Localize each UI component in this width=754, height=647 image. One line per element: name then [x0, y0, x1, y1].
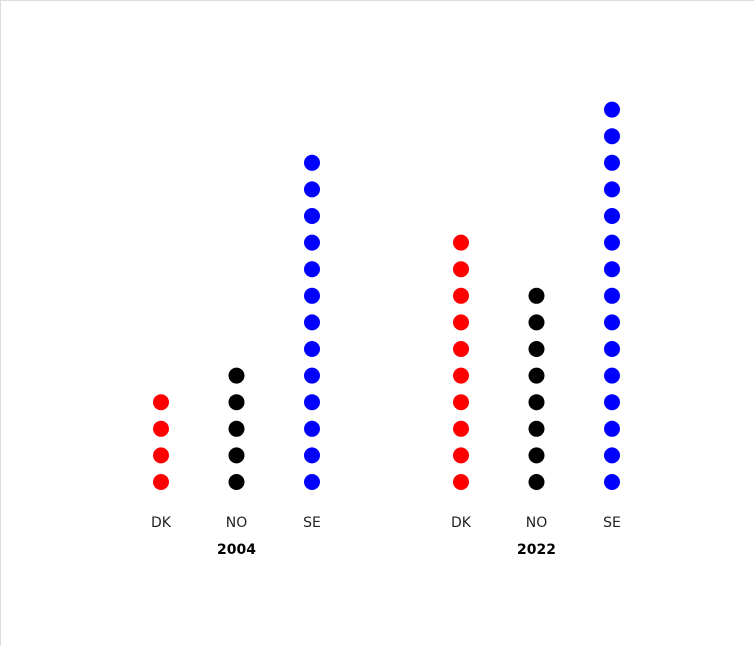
dot-2022-dk-5: [453, 367, 469, 384]
dot-2022-dk-6: [453, 341, 469, 357]
dot-2022-dk-8: [453, 287, 469, 304]
dot-2022-se-15: [604, 101, 620, 118]
dot-2022-no-4: [528, 394, 545, 411]
dot-2022-dk-10: [453, 234, 469, 251]
dot-2022-se-3: [604, 420, 620, 437]
dot-2004-se-3: [304, 420, 320, 437]
category-label-2004-se: SE: [303, 515, 321, 531]
dot-2022-se-2: [604, 447, 620, 464]
dot-2004-se-13: [304, 154, 320, 171]
category-label-2022-dk: DK: [451, 515, 472, 531]
dot-2004-se-2: [304, 447, 320, 464]
dot-2022-se-12: [604, 181, 620, 198]
dot-2022-dk-7: [453, 314, 469, 331]
dot-2022-no-5: [528, 367, 545, 384]
dot-2022-se-13: [604, 154, 620, 171]
dot-2004-no-4: [228, 394, 245, 411]
dot-2004-no-1: [228, 474, 245, 490]
dot-2022-se-11: [604, 208, 620, 224]
dot-2022-se-14: [604, 128, 620, 145]
dot-2004-dk-1: [153, 474, 169, 490]
dot-2004-no-3: [228, 420, 245, 437]
dot-2022-dk-3: [453, 420, 469, 437]
dot-2022-no-6: [528, 341, 545, 357]
dot-2004-se-12: [304, 181, 320, 198]
dot-2004-se-9: [304, 261, 320, 278]
dot-2022-no-1: [528, 474, 545, 490]
dot-2004-no-2: [228, 447, 245, 464]
dot-2022-no-3: [528, 420, 545, 437]
dot-2004-se-4: [304, 394, 320, 411]
dot-2004-se-10: [304, 234, 320, 251]
dot-2004-dk-3: [153, 420, 169, 437]
dot-2004-se-7: [304, 314, 320, 331]
dot-2022-no-2: [528, 447, 545, 464]
dot-2022-no-7: [528, 314, 545, 331]
dot-2022-se-4: [604, 394, 620, 411]
dot-2022-dk-4: [453, 394, 469, 411]
dot-2004-dk-2: [153, 447, 169, 464]
dot-2004-no-5: [228, 367, 245, 384]
dot-2022-se-6: [604, 341, 620, 357]
dots-layer: [153, 101, 620, 490]
dot-2022-se-7: [604, 314, 620, 331]
dot-2022-se-1: [604, 474, 620, 490]
dot-2004-se-5: [304, 367, 320, 384]
dot-2004-se-6: [304, 341, 320, 357]
dot-2004-se-11: [304, 208, 320, 224]
dot-2022-no-8: [528, 287, 545, 304]
dot-2022-dk-1: [453, 474, 469, 490]
category-label-2022-no: NO: [526, 515, 548, 531]
dot-2022-dk-2: [453, 447, 469, 464]
dot-2004-se-8: [304, 287, 320, 304]
category-label-2004-dk: DK: [151, 515, 172, 531]
dot-2004-se-1: [304, 474, 320, 490]
category-label-2022-se: SE: [603, 515, 621, 531]
group-label-2004: 2004: [217, 542, 256, 558]
labels-layer: DK NO SE 2004 DK NO SE 2022: [151, 515, 621, 558]
category-label-2004-no: NO: [226, 515, 248, 531]
group-label-2022: 2022: [517, 542, 556, 558]
dot-2022-se-9: [604, 261, 620, 278]
dot-2022-se-5: [604, 367, 620, 384]
dot-2004-dk-4: [153, 394, 169, 411]
dot-2022-dk-9: [453, 261, 469, 278]
dot-2022-se-10: [604, 234, 620, 251]
dot-2022-se-8: [604, 287, 620, 304]
